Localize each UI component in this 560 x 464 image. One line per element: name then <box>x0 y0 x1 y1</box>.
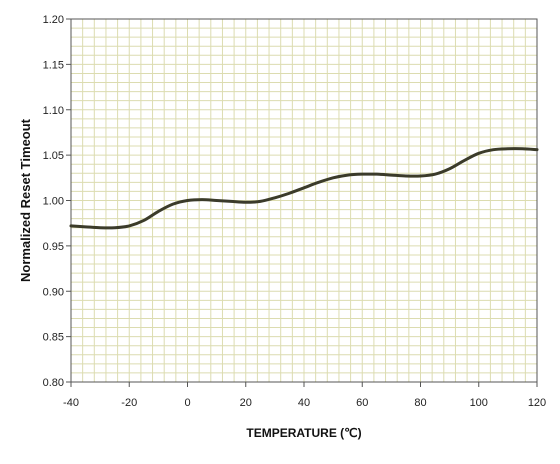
y-tick-label: 0.95 <box>43 241 64 253</box>
x-tick-label: 100 <box>470 397 488 409</box>
x-tick-label: -20 <box>121 397 137 409</box>
grid <box>71 19 537 382</box>
x-tick-label: 40 <box>298 397 310 409</box>
x-tick-label: -40 <box>63 397 79 409</box>
series-line <box>69 147 539 230</box>
x-tick-label: 20 <box>240 397 252 409</box>
x-axis-title: TEMPERATURE (℃) <box>246 426 361 440</box>
y-tick-label: 0.85 <box>43 332 64 344</box>
x-axis: -40 -20 0 20 40 60 80 100 120 <box>63 382 546 409</box>
y-tick-label: 1.15 <box>43 59 64 71</box>
y-axis: 0.80 0.85 0.90 0.95 1.00 1.05 1.10 1.15 1.20 <box>43 14 71 389</box>
x-tick-label: 60 <box>356 397 368 409</box>
y-tick-label: 0.90 <box>43 286 64 298</box>
y-tick-label: 1.10 <box>43 105 64 117</box>
x-tick-label: 120 <box>528 397 546 409</box>
y-axis-title: Normalized Reset Timeout <box>18 118 33 282</box>
x-tick-label: 0 <box>184 397 190 409</box>
y-tick-label: 0.80 <box>43 377 64 389</box>
y-tick-label: 1.00 <box>43 196 64 208</box>
x-tick-label: 80 <box>414 397 426 409</box>
y-tick-label: 1.20 <box>43 14 64 26</box>
y-tick-label: 1.05 <box>43 150 64 162</box>
